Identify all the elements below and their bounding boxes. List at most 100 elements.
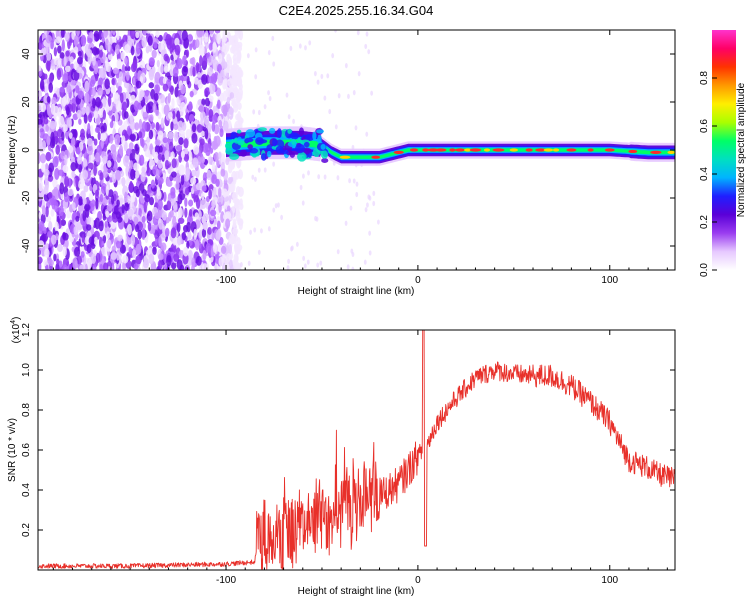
- noise-speckle: [233, 260, 240, 270]
- noise-speckle: [216, 220, 221, 230]
- noise-speckle: [222, 120, 229, 131]
- noise-speckle: [84, 203, 91, 212]
- noise-speckle: [134, 71, 138, 80]
- snr-scale-label: (x104): [10, 317, 22, 344]
- noise-speckle: [158, 218, 164, 230]
- noise-speckle: [315, 216, 319, 222]
- noise-speckle: [76, 146, 81, 155]
- noise-speckle: [102, 96, 107, 108]
- noise-speckle: [115, 240, 122, 249]
- noise-speckle: [352, 178, 356, 184]
- noise-speckle: [115, 169, 121, 181]
- noise-speckle: [180, 174, 185, 186]
- signal-blob: [291, 138, 296, 145]
- noise-speckle: [64, 32, 70, 41]
- noise-speckle: [280, 214, 284, 220]
- noise-speckle: [38, 89, 42, 100]
- signal-blob: [225, 148, 234, 155]
- noise-speckle: [193, 228, 197, 241]
- noise-speckle: [372, 200, 376, 207]
- noise-speckle: [118, 144, 124, 157]
- signal-blob: [280, 149, 289, 154]
- noise-speckle: [347, 93, 350, 100]
- noise-speckle: [123, 155, 130, 167]
- noise-speckle: [257, 109, 261, 116]
- noise-speckle: [268, 95, 272, 102]
- noise-speckle: [57, 107, 62, 119]
- noise-speckle: [41, 232, 49, 242]
- noise-speckle: [131, 249, 137, 259]
- noise-speckle: [194, 195, 199, 203]
- noise-speckle: [67, 188, 74, 197]
- noise-speckle: [367, 194, 371, 200]
- noise-speckle: [139, 60, 146, 69]
- noise-speckle: [181, 65, 188, 77]
- noise-speckle: [72, 257, 78, 270]
- noise-speckle: [170, 227, 177, 239]
- noise-speckle: [218, 53, 223, 64]
- noise-speckle: [208, 156, 214, 165]
- noise-speckle: [363, 259, 367, 265]
- noise-speckle: [304, 45, 307, 51]
- noise-speckle: [126, 83, 133, 93]
- noise-speckle: [174, 44, 181, 56]
- noise-speckle: [138, 118, 143, 130]
- noise-speckle: [60, 30, 65, 38]
- noise-speckle: [317, 174, 321, 180]
- noise-speckle: [43, 95, 49, 104]
- noise-speckle: [85, 105, 90, 116]
- noise-speckle: [195, 239, 200, 251]
- noise-speckle: [139, 154, 145, 166]
- noise-speckle: [143, 201, 147, 213]
- noise-speckle: [87, 162, 94, 169]
- spectrogram-xlabel: Height of straight line (km): [298, 286, 415, 297]
- noise-speckle: [158, 145, 163, 153]
- noise-speckle: [149, 196, 155, 206]
- noise-speckle: [157, 186, 161, 197]
- snr-ytick-label: 0.8: [21, 403, 32, 417]
- noise-speckle: [110, 252, 117, 260]
- noise-speckle: [334, 124, 338, 130]
- noise-speckle: [48, 221, 53, 231]
- noise-speckle: [178, 129, 186, 139]
- noise-speckle: [73, 46, 79, 54]
- noise-speckle: [351, 266, 355, 270]
- noise-speckle: [38, 227, 43, 235]
- signal-blob: [245, 129, 256, 138]
- noise-speckle: [271, 35, 275, 41]
- noise-speckle: [87, 37, 93, 44]
- signal-blob: [260, 153, 267, 161]
- snr-ticks: -100 0 100 0.2 0.4 0.6 0.8 1.0 1.2: [21, 323, 675, 586]
- noise-speckle: [189, 90, 194, 98]
- noise-speckle: [116, 58, 122, 70]
- noise-speckle: [111, 30, 116, 36]
- noise-speckle: [147, 222, 152, 232]
- noise-speckle: [232, 218, 237, 227]
- noise-speckle: [75, 175, 79, 188]
- noise-speckle: [172, 238, 177, 246]
- noise-speckle: [263, 167, 267, 173]
- noise-speckle: [225, 41, 230, 52]
- noise-speckle: [63, 124, 68, 132]
- noise-speckle: [54, 221, 59, 232]
- snr-xtick-label: 100: [601, 575, 618, 586]
- noise-speckle: [319, 260, 323, 266]
- noise-speckle: [196, 123, 203, 133]
- signal-blob: [255, 137, 264, 145]
- noise-speckle: [63, 56, 67, 67]
- noise-speckle: [92, 98, 96, 109]
- noise-speckle: [115, 100, 122, 112]
- noise-speckle: [212, 41, 217, 53]
- noise-speckle: [233, 174, 237, 185]
- noise-speckle: [55, 36, 62, 44]
- noise-speckle: [200, 192, 205, 200]
- noise-speckle: [239, 198, 243, 206]
- noise-speckle: [39, 102, 47, 113]
- noise-speckle: [79, 264, 86, 270]
- noise-speckle: [196, 71, 202, 78]
- signal-blob: [289, 152, 295, 158]
- noise-speckle: [173, 253, 180, 262]
- noise-speckle: [116, 30, 120, 41]
- noise-speckle: [107, 41, 111, 53]
- noise-speckle: [135, 31, 140, 39]
